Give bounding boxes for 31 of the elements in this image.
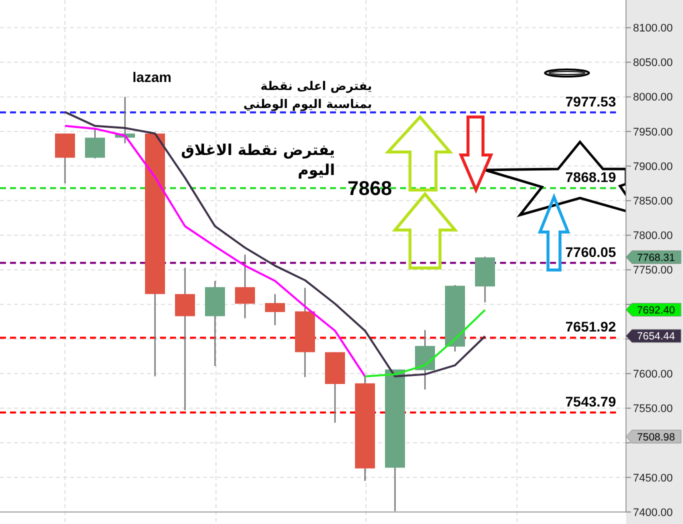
ref-line-label: 7868.19 [565, 169, 616, 186]
text: 7654.44 [637, 330, 676, 343]
candlestick [235, 254, 255, 319]
annotation: lazam [132, 69, 172, 85]
candlestick [265, 293, 285, 326]
y-tick-label: 7950.00 [633, 126, 673, 138]
y-tick-label: 7850.00 [633, 196, 673, 208]
annotation: يفترض اعلى نقطة بمناسبة اليوم الوطني [243, 79, 372, 111]
y-tick-label: 7400.00 [633, 506, 673, 519]
candlestick [85, 127, 105, 160]
candlestick [175, 267, 195, 411]
y-tick-label: 8000.00 [633, 92, 673, 104]
y-tick-label: 8050.00 [633, 57, 673, 70]
y-tick-label: 7800.00 [633, 230, 673, 242]
annotation: 7868 [348, 178, 392, 200]
annotation: يفترض نقطة الاغلاق اليوم [181, 141, 335, 179]
text: 7768.31 [637, 252, 676, 264]
ref-line-label: 7760.05 [565, 244, 616, 260]
y-tick-label: 8100.00 [633, 22, 673, 35]
y-tick-label: 7600.00 [633, 368, 673, 380]
line-series [364, 308, 486, 378]
ref-line-label: 7651.92 [565, 318, 616, 335]
y-tick-label: 7900.00 [633, 160, 673, 173]
y-tick-label: 7450.00 [633, 472, 673, 484]
y-tick-label: 7550.00 [633, 403, 673, 416]
text: 7692.40 [637, 304, 676, 316]
text: 7508.98 [637, 431, 676, 444]
y-tick-label: 7750.00 [633, 264, 673, 277]
ref-line-label: 7543.79 [565, 394, 616, 410]
ref-line-label: 7977.53 [565, 93, 616, 110]
line-series [64, 111, 486, 378]
